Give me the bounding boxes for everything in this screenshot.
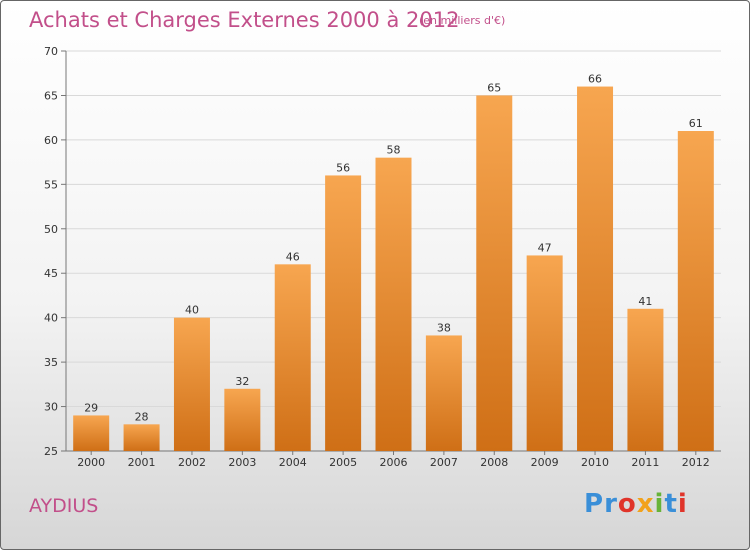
bar-2000: [73, 415, 110, 451]
bar-2008: [476, 95, 513, 451]
value-label-2012: 61: [689, 117, 703, 130]
x-tick-label-2004: 2004: [279, 456, 307, 469]
bar-2011: [627, 308, 664, 451]
value-label-2010: 66: [588, 73, 602, 86]
value-label-2005: 56: [336, 161, 350, 174]
y-tick-label: 45: [44, 267, 58, 280]
y-tick-label: 40: [44, 312, 58, 325]
value-label-2009: 47: [538, 241, 552, 254]
logo-letter: i: [654, 489, 665, 519]
y-tick-label: 50: [44, 223, 58, 236]
bar-2004: [274, 264, 311, 451]
x-tick-label-2001: 2001: [128, 456, 156, 469]
value-label-2000: 29: [84, 401, 98, 414]
logo-letter: i: [677, 489, 688, 519]
logo-letter: t: [664, 489, 678, 519]
y-tick-label: 30: [44, 401, 58, 414]
bar-2005: [325, 175, 362, 451]
x-tick-label-2005: 2005: [329, 456, 357, 469]
x-tick-label-2011: 2011: [631, 456, 659, 469]
value-label-2011: 41: [638, 295, 652, 308]
logo-letter: P: [584, 489, 605, 519]
logo-letter: r: [604, 489, 618, 519]
x-tick-label-2002: 2002: [178, 456, 206, 469]
value-label-2003: 32: [235, 375, 249, 388]
value-label-2001: 28: [135, 410, 149, 423]
value-label-2007: 38: [437, 321, 451, 334]
value-label-2008: 65: [487, 81, 501, 94]
logo-letter: o: [617, 489, 637, 519]
proxiti-logo: Proxiti: [584, 489, 688, 519]
x-tick-label-2012: 2012: [682, 456, 710, 469]
chart-title: Achats et Charges Externes 2000 à 2012: [29, 8, 460, 32]
value-label-2006: 58: [387, 144, 401, 157]
x-tick-label-2006: 2006: [380, 456, 408, 469]
y-tick-label: 70: [44, 45, 58, 58]
logo-letter: x: [636, 489, 655, 519]
y-tick-label: 60: [44, 134, 58, 147]
x-tick-label-2000: 2000: [77, 456, 105, 469]
bar-2010: [577, 86, 614, 452]
bar-2001: [123, 424, 160, 451]
y-tick-label: 25: [44, 445, 58, 458]
bar-2002: [173, 317, 210, 451]
y-tick-label: 35: [44, 356, 58, 369]
x-tick-label-2003: 2003: [228, 456, 256, 469]
chart-unit: (en milliers d'€): [419, 14, 506, 27]
value-label-2002: 40: [185, 304, 199, 317]
x-tick-label-2009: 2009: [531, 456, 559, 469]
value-label-2004: 46: [286, 250, 300, 263]
bar-2012: [677, 131, 714, 451]
bar-2009: [526, 255, 563, 451]
y-tick-label: 55: [44, 178, 58, 191]
bar-2003: [224, 388, 261, 451]
commune-name: AYDIUS: [29, 495, 99, 517]
bar-2007: [425, 335, 462, 451]
x-tick-label-2010: 2010: [581, 456, 609, 469]
y-tick-label: 65: [44, 89, 58, 102]
bar-2006: [375, 157, 412, 451]
x-tick-label-2008: 2008: [480, 456, 508, 469]
x-tick-label-2007: 2007: [430, 456, 458, 469]
